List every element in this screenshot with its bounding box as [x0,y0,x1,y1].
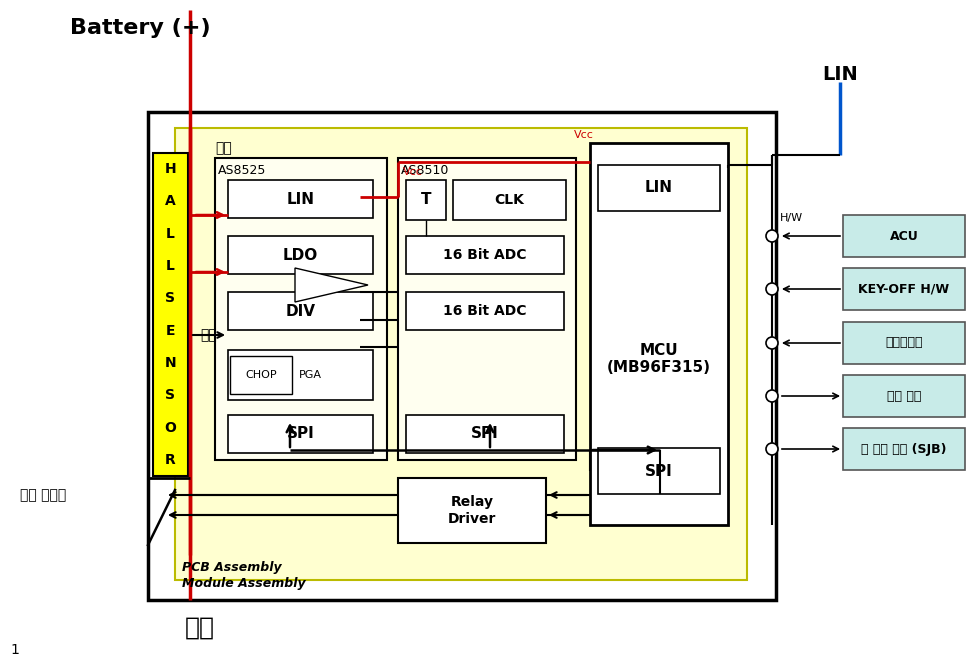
Circle shape [766,337,778,349]
Text: 16 Bit ADC: 16 Bit ADC [444,304,526,318]
Text: SPI: SPI [287,426,314,442]
Bar [843,428,965,470]
Text: H/W: H/W [780,213,803,223]
Text: MCU
(MB96F315): MCU (MB96F315) [607,343,711,375]
Text: N: N [165,356,176,370]
Bar [406,180,446,220]
Bar [406,415,564,453]
Polygon shape [295,268,368,302]
Text: AS8525: AS8525 [218,164,266,178]
Text: Relay
Driver: Relay Driver [448,496,496,525]
Text: 복귀스위치: 복귀스위치 [885,337,922,350]
Text: T: T [421,193,431,207]
Bar [215,158,387,460]
Bar [843,322,965,364]
Bar [228,180,373,218]
Text: 전류: 전류 [200,328,216,342]
Text: L: L [166,259,175,273]
Text: L: L [166,227,175,241]
Text: CLK: CLK [494,193,524,207]
Bar [175,128,747,580]
Bar [590,143,728,525]
Circle shape [766,230,778,242]
Text: SPI: SPI [645,463,673,478]
Circle shape [766,443,778,455]
Text: PCB Assembly: PCB Assembly [182,562,282,574]
Text: LIN: LIN [645,180,673,195]
Text: LDO: LDO [283,248,318,263]
Text: DIV: DIV [286,304,316,319]
Text: 래치 릴레이: 래치 릴레이 [20,488,66,502]
Bar [453,180,566,220]
Text: Battery (+): Battery (+) [70,18,211,38]
Text: Vcc: Vcc [403,167,423,177]
Bar [843,375,965,417]
Bar [843,268,965,310]
Text: 전압: 전압 [215,141,232,155]
Bar [398,158,576,460]
Bar [228,415,373,453]
Bar [148,112,776,600]
Text: O: O [165,420,176,434]
Text: 1: 1 [10,643,19,657]
Text: LIN: LIN [822,65,858,84]
Text: 차단 램프: 차단 램프 [887,389,921,403]
Text: A: A [165,195,176,209]
Text: S: S [166,291,175,306]
Bar [230,356,292,394]
Bar [598,165,720,211]
Text: 압 전류 차단 (SJB): 압 전류 차단 (SJB) [861,442,947,455]
Bar [228,292,373,330]
Text: S: S [166,388,175,402]
Bar [228,350,373,400]
Text: LIN: LIN [287,191,315,207]
Text: KEY-OFF H/W: KEY-OFF H/W [858,282,950,296]
Text: E: E [166,323,175,338]
Text: 16 Bit ADC: 16 Bit ADC [444,248,526,262]
Bar [598,448,720,494]
Circle shape [766,390,778,402]
Text: SPI: SPI [471,426,499,442]
Text: CHOP: CHOP [245,370,277,380]
Bar [406,292,564,330]
Bar [406,236,564,274]
Text: AS8510: AS8510 [401,164,449,178]
Bar [228,236,373,274]
Bar [398,478,546,543]
Text: H: H [165,162,176,176]
Text: Module Assembly: Module Assembly [182,576,305,589]
Circle shape [766,283,778,295]
Text: 부하: 부하 [185,616,215,640]
Text: PGA: PGA [298,370,322,380]
Bar [153,153,188,476]
Text: Vcc: Vcc [574,130,594,140]
Bar [843,215,965,257]
Text: R: R [165,453,176,467]
Text: ACU: ACU [889,230,918,242]
